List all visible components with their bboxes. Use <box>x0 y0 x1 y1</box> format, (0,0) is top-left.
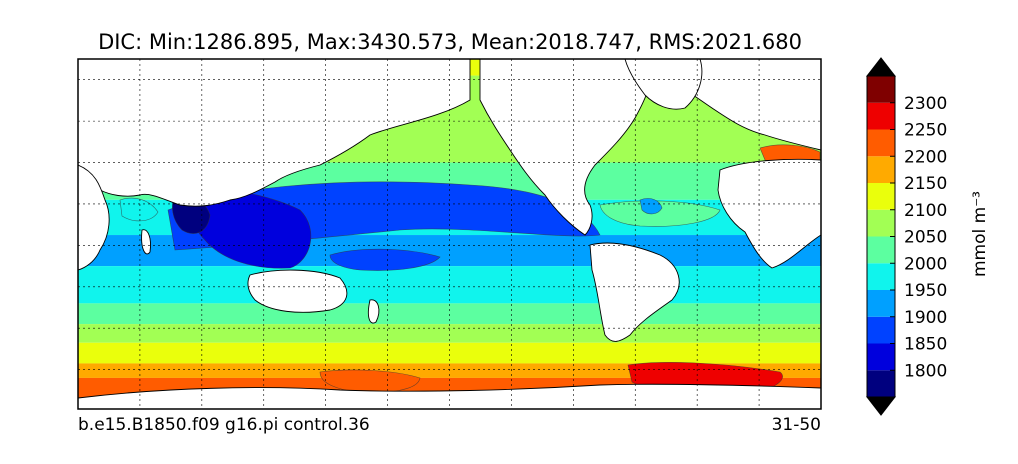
colorbar-tick-label-2300: 2300 <box>904 94 947 114</box>
colorbar-tick-label-2100: 2100 <box>904 201 947 221</box>
colorbar-tick-label-1900: 1900 <box>904 308 947 328</box>
colorbar-swatch-2100 <box>867 183 895 210</box>
land-africa <box>78 164 110 271</box>
chart-title: DIC: Min:1286.895, Max:3430.573, Mean:20… <box>98 30 802 54</box>
colorbar-extend-bottom <box>865 396 897 416</box>
land-madagascar <box>141 229 151 255</box>
ocean-band-9 <box>78 342 821 364</box>
colorbar-swatch-2050 <box>867 209 895 237</box>
colorbar-tick-label-1850: 1850 <box>904 335 947 355</box>
year-range: 31-50 <box>772 415 821 435</box>
land-asia-europe <box>78 59 471 207</box>
land-australia <box>247 269 348 313</box>
colorbar-tick-label-2000: 2000 <box>904 254 947 274</box>
land-africa-east <box>717 158 821 269</box>
land-greenland <box>624 59 703 110</box>
region-south-pacific-low <box>329 248 441 271</box>
land-new-zealand <box>367 299 380 324</box>
colorbar-extend-top <box>865 57 897 77</box>
colorbar-tick-label-1800: 1800 <box>904 361 947 381</box>
colorbar-swatch-2250 <box>867 102 895 130</box>
colorbar-swatch-2000 <box>867 236 895 264</box>
colorbar-tick-label-2250: 2250 <box>904 121 947 141</box>
land-south-america <box>589 242 680 342</box>
colorbar-label: mmol m⁻³ <box>970 191 990 277</box>
colorbar-swatch-2150 <box>867 156 895 183</box>
colorbar-tick-label-2050: 2050 <box>904 228 947 248</box>
colorbar-swatch-1800 <box>867 343 895 371</box>
region-amazon-outflow <box>639 198 663 215</box>
colorbar-tick-label-2150: 2150 <box>904 174 947 194</box>
colorbar-swatch-1900 <box>867 290 895 317</box>
map-frame <box>77 58 822 410</box>
region-ross-sea <box>319 369 421 393</box>
map-gridlines <box>78 59 821 409</box>
colorbar-swatch-1950 <box>867 263 895 290</box>
colorbar-tick-label-2200: 2200 <box>904 147 947 167</box>
colorbar-swatch-1750 <box>867 370 895 397</box>
colorbar-tick-label-1950: 1950 <box>904 281 947 301</box>
region-indonesian-seas <box>187 188 312 269</box>
colorbar-swatch-2300 <box>867 76 895 103</box>
map-panel <box>78 59 821 409</box>
colorbar-swatch-2200 <box>867 129 895 157</box>
colorbar-swatch-1850 <box>867 316 895 344</box>
land-north-america <box>479 59 652 236</box>
colorbar: 1800 1850 1900 1950 2000 2050 2100 2150 2200 2250… <box>865 57 947 416</box>
case-name: b.e15.B1850.f09 g16.pi control.36 <box>78 415 370 435</box>
